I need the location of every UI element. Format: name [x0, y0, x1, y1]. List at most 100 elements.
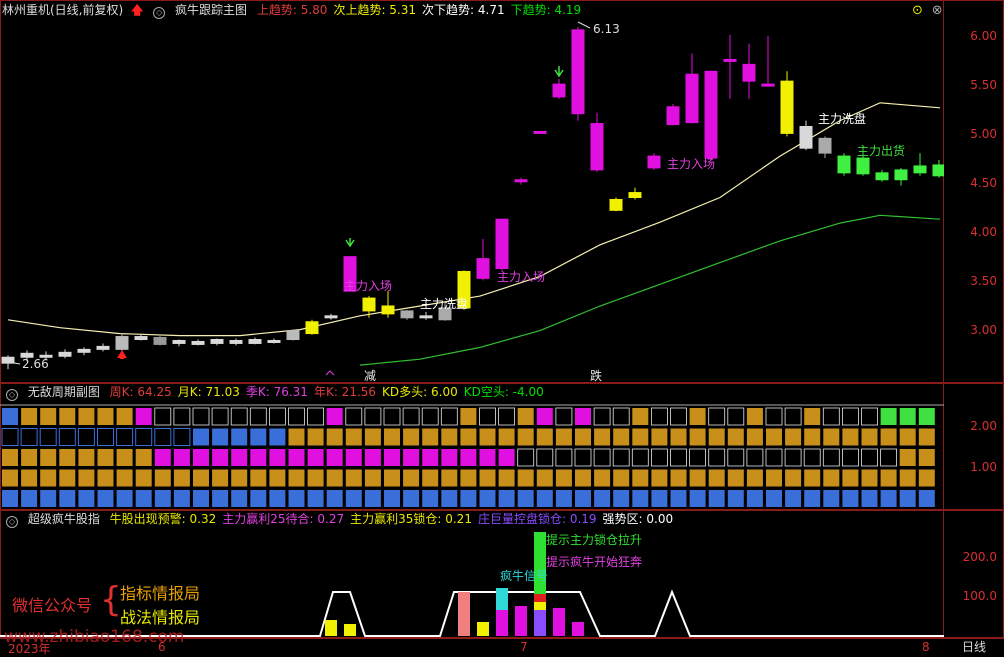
candle-body	[134, 336, 148, 340]
cycle-cell	[632, 490, 649, 507]
cycle-cell	[498, 407, 516, 426]
cycle-cell	[288, 407, 305, 426]
cycle-cell	[517, 448, 535, 467]
cycle-cell	[785, 490, 802, 507]
cycle-cell	[670, 428, 687, 446]
cycle-cell	[479, 407, 496, 426]
high-pointer	[577, 21, 591, 29]
indicator-value: 周K: 64.25	[109, 385, 172, 399]
watermark-url: www.zhibiao168.com	[4, 627, 185, 647]
cycle-cell	[613, 469, 630, 487]
bull-tick: 100.0	[962, 589, 997, 603]
cycle-cell	[746, 448, 764, 467]
cycle-cell	[21, 449, 38, 466]
cycle-cell	[40, 408, 57, 425]
cycle-cell	[345, 407, 363, 426]
cycle-cell	[899, 408, 916, 425]
cycle-cell	[479, 490, 496, 507]
indicator-value: 主力赢利25待合: 0.27	[222, 512, 345, 526]
cycle-cell	[498, 469, 515, 487]
cycle-cell	[326, 490, 343, 507]
cycle-cell	[2, 490, 18, 507]
cycle-cell	[918, 490, 935, 507]
candle-body	[210, 339, 224, 344]
settings-icon[interactable]: ◇	[6, 516, 18, 528]
main-chart-pane[interactable]	[0, 0, 944, 383]
cycle-cell	[173, 449, 190, 466]
cycle-cell	[1, 428, 19, 446]
cycle-cell	[288, 490, 305, 507]
enter-signal-label: 主力入场	[497, 270, 545, 284]
cycle-cell	[708, 448, 726, 467]
exit-signal-label: 主力出货	[857, 143, 905, 158]
cycle-cell	[78, 490, 95, 507]
cycle-cell	[441, 449, 458, 466]
cycle-cell	[823, 428, 840, 446]
cycle-cell	[384, 428, 400, 446]
reduce-label: 减	[364, 369, 376, 383]
bull-header: ◇ 超级疯牛股指 牛股出现预警: 0.32 主力赢利25待合: 0.27 主力赢利3…	[2, 511, 685, 528]
candle-body	[590, 123, 604, 171]
cycle-cell	[403, 449, 420, 466]
settings-icon[interactable]: ◇	[6, 389, 18, 401]
low-price-label: 2.66	[22, 357, 49, 371]
cycle-cell	[804, 469, 821, 487]
close-icon[interactable]: ⊗	[931, 3, 943, 18]
cycle-cell	[422, 490, 439, 507]
cycle-cell	[842, 490, 859, 507]
wash-signal-label: 主力洗盘	[818, 111, 866, 126]
cycle-cell	[460, 428, 477, 446]
indicator-value: 上趋势: 5.80	[256, 3, 328, 17]
cycle-cell	[880, 408, 897, 425]
cycle-cell	[77, 428, 95, 446]
cycle-cell	[421, 407, 439, 426]
cycle-cell	[651, 407, 668, 426]
histogram-bar	[325, 620, 337, 636]
cycle-cell	[326, 408, 343, 425]
settings-icon[interactable]: ◇	[153, 7, 166, 19]
cycle-cell	[250, 428, 267, 446]
candle-body	[647, 155, 661, 169]
candle-body	[666, 106, 680, 126]
cycle-cell	[727, 490, 744, 507]
cycle-cell	[555, 428, 572, 446]
down-arrow-icon	[345, 238, 355, 248]
cycle-cell	[154, 407, 172, 426]
cycle-cell	[727, 428, 744, 446]
cycle-cell	[288, 449, 305, 466]
cycle-cell	[59, 449, 76, 466]
bull-index-pane[interactable]	[0, 510, 944, 638]
histogram-bar	[515, 606, 527, 636]
period-button[interactable]: 日线	[944, 638, 1004, 656]
cycle-cell	[918, 449, 935, 466]
cycle-cell	[135, 449, 152, 466]
cycle-cell	[422, 428, 439, 446]
cycle-cell	[842, 407, 859, 426]
cycle-cell	[135, 408, 152, 425]
candle-body	[381, 305, 395, 315]
cycle-cell	[40, 469, 57, 487]
histogram-bar	[572, 622, 584, 636]
candle-body	[685, 73, 699, 124]
cycle-cell	[78, 408, 95, 425]
cycle-cell	[307, 449, 324, 466]
cycle-cell	[326, 469, 343, 487]
candlestick-chart[interactable]: 2.666.13主力入场主力入场主力入场主力洗盘主力洗盘主力出货减跌	[0, 0, 944, 383]
indicator-value: 庄巨量控盘锁仓: 0.19	[477, 512, 597, 526]
cycle-cell	[632, 428, 649, 446]
cycle-cell	[880, 490, 897, 507]
cycle-cell	[918, 408, 935, 425]
cycle-cell	[2, 449, 18, 466]
candle-body	[172, 339, 186, 344]
cycle-cell	[345, 449, 362, 466]
cycle-subchart-pane[interactable]	[0, 383, 944, 510]
up-arrow-icon[interactable]: 🡅	[131, 3, 144, 17]
minimize-icon[interactable]: ⊙	[912, 3, 923, 18]
cycle-cell	[97, 469, 114, 487]
candle-body	[913, 165, 927, 174]
candle-body	[305, 321, 319, 335]
cycle-cell	[613, 490, 630, 507]
cycle-cell	[173, 428, 191, 446]
cycle-cell	[689, 490, 706, 507]
cycle-cell	[2, 469, 18, 487]
